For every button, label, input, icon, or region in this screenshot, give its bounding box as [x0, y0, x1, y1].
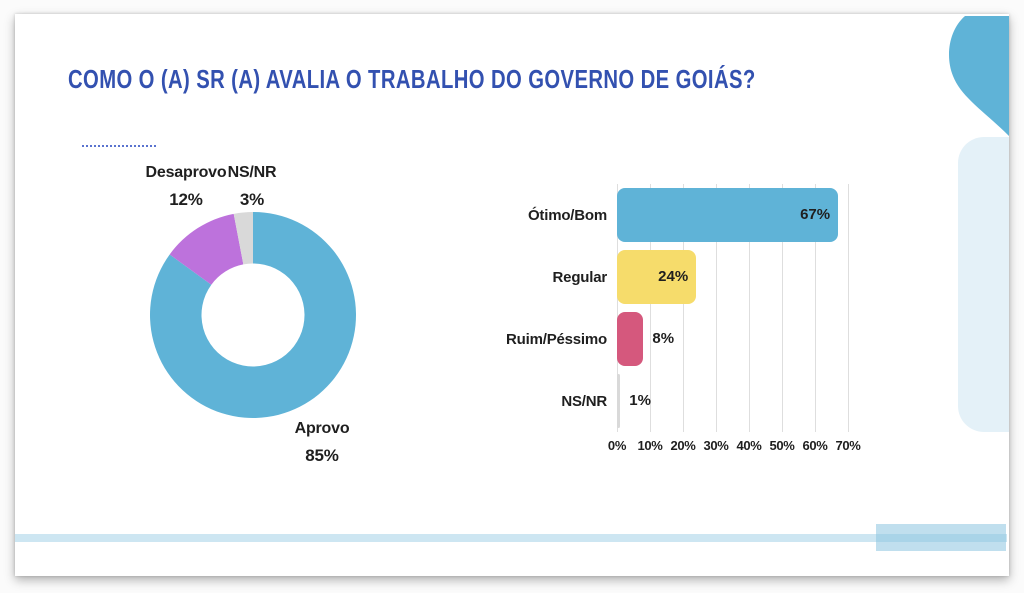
donut-slice-ns-nr	[233, 212, 253, 265]
x-tick-label: 60%	[802, 438, 828, 453]
footer-thin-bar	[15, 534, 1007, 542]
donut-label-aprovo: Aprovo 85%	[262, 416, 382, 469]
bar-ns-nr	[617, 374, 621, 428]
donut-slice-desaprovo	[169, 213, 244, 285]
bar-regular	[617, 250, 697, 304]
donut-label-nsnr: NS/NR 3%	[212, 160, 292, 213]
donut-label-value: 3%	[239, 189, 265, 209]
x-tick-label: 30%	[703, 438, 729, 453]
bar-ruim-pessimo	[617, 312, 644, 366]
slide-card: COMO O (A) SR (A) AVALIA O TRABALHO DO G…	[15, 14, 1009, 576]
bar-otimo-bom	[617, 188, 839, 242]
bar-category-label-regular: Regular	[552, 268, 608, 286]
bar-row-ns-nr: 1%	[617, 370, 848, 432]
bar-chart: Ótimo/Bom Regular Ruim/Péssimo NS/NR 67% 24%…	[447, 184, 947, 474]
bar-plot-area: 67% 24% 8% 1%	[617, 184, 849, 432]
gridline-50%	[782, 184, 783, 432]
bar-category-label-ruim-pessimo: Ruim/Péssimo	[506, 330, 607, 348]
gridline-70%	[848, 184, 849, 432]
bar-category-label-ns-nr: NS/NR	[561, 392, 607, 410]
x-tick-label: 20%	[670, 438, 696, 453]
bar-value-label-ruim-pessimo: 8%	[652, 330, 675, 347]
gridline-40%	[749, 184, 750, 432]
corner-petal-shape	[949, 16, 1009, 136]
x-tick-label: 70%	[835, 438, 861, 453]
bar-row-regular: 24%	[617, 246, 848, 308]
donut-chart	[150, 212, 356, 418]
bar-category-label-otimo-bom: Ótimo/Bom	[527, 206, 607, 224]
slide-title: COMO O (A) SR (A) AVALIA O TRABALHO DO G…	[68, 64, 756, 94]
gridline-30%	[716, 184, 717, 432]
donut-label-text: NS/NR	[227, 164, 277, 181]
x-tick-label: 0%	[607, 438, 627, 453]
gridline-0%	[617, 184, 618, 432]
x-tick-label: 50%	[769, 438, 795, 453]
donut-label-desaprovo: Desaprovo 12%	[126, 160, 246, 213]
gridline-60%	[815, 184, 816, 432]
x-axis-ticks: 0% 10% 20% 30% 40% 50% 60% 70%	[608, 438, 861, 458]
donut-label-text: Desaprovo	[145, 164, 227, 181]
footer-accent-rect	[876, 524, 1006, 551]
bar-row-ruim-pessimo: 8%	[617, 308, 848, 370]
side-pill-shape	[958, 137, 1009, 432]
bar-category-column: Ótimo/Bom Regular Ruim/Péssimo NS/NR	[447, 184, 607, 432]
bar-value-label-regular: 24%	[658, 268, 689, 285]
donut-slice-aprovo	[150, 212, 356, 418]
donut-label-value: 12%	[169, 189, 203, 209]
bar-row-otimo-bom: 67%	[617, 184, 848, 246]
x-tick-label: 10%	[637, 438, 663, 453]
donut-label-value: 85%	[305, 445, 339, 465]
gridline-10%	[650, 184, 651, 432]
title-underline-dots	[82, 145, 156, 147]
bar-value-label-ns-nr: 1%	[629, 392, 651, 409]
x-tick-label: 40%	[736, 438, 762, 453]
bar-value-label-otimo-bom: 67%	[800, 206, 831, 223]
gridline-20%	[683, 184, 684, 432]
donut-label-text: Aprovo	[294, 420, 350, 437]
